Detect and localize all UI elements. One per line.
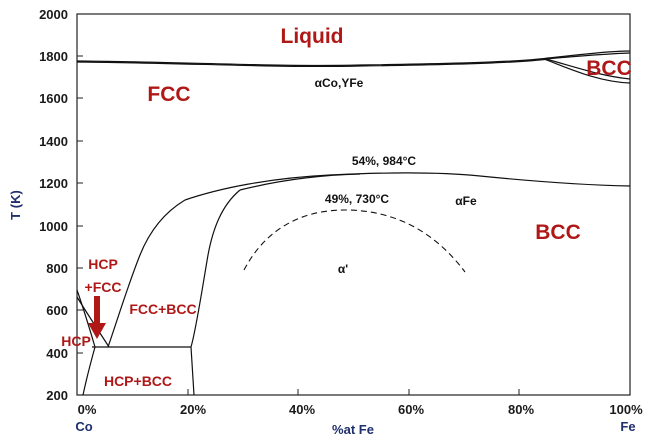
y-axis-title: T (K) — [8, 190, 23, 220]
y-tick-label: 1200 — [39, 176, 68, 191]
annotation-max-order: 54%, 984°C — [352, 154, 417, 168]
solidus-line — [76, 58, 549, 68]
x-tick-label: 40% — [289, 402, 315, 417]
y-tick-label: 1400 — [39, 134, 68, 149]
bcc-delta-inner — [545, 58, 631, 80]
annotation-ordering: 49%, 730°C — [325, 192, 390, 206]
bcc-delta-lower — [543, 58, 631, 84]
x-tick-label: 80% — [508, 402, 534, 417]
x-tick-marks — [187, 389, 520, 395]
label-hcp: HCP — [61, 333, 91, 349]
x-tick-label: 60% — [398, 402, 424, 417]
arrow-head-icon — [88, 323, 106, 339]
liquidus-line — [76, 50, 631, 67]
label-bcc-high: BCC — [586, 57, 632, 80]
label-hcp-fcc-top: HCP — [88, 256, 118, 272]
x-axis-title: %at Fe — [332, 422, 374, 437]
x-tick-label: 100% — [609, 402, 643, 417]
label-hcp-fcc-bottom: +FCC — [85, 279, 122, 295]
x-tick-label: 20% — [180, 402, 206, 417]
x-tick-label: 0% — [78, 402, 97, 417]
y-tick-label: 1000 — [39, 219, 68, 234]
label-gamma: αCo,ΥFe — [315, 76, 364, 90]
y-tick-label: 1800 — [39, 49, 68, 64]
label-fcc: FCC — [147, 83, 190, 106]
y-tick-label: 400 — [46, 346, 68, 361]
y-tick-label: 2000 — [39, 7, 68, 22]
label-liquid: Liquid — [281, 25, 344, 48]
ordering-dome — [243, 209, 466, 273]
fcc-bcc-boundary-upper — [239, 173, 361, 191]
fcc-bcc-right-boundary — [190, 189, 241, 396]
plot-frame — [76, 13, 631, 396]
label-bcc-low: BCC — [535, 221, 581, 244]
hcp-boundary-1 — [76, 289, 96, 348]
y-tick-marks — [77, 13, 83, 396]
y-tick-label: 200 — [46, 388, 68, 403]
label-hcp-bcc: HCP+BCC — [104, 373, 172, 389]
bcc-delta-upper — [543, 52, 631, 60]
label-fcc-bcc: FCC+BCC — [129, 301, 196, 317]
y-tick-label: 1600 — [39, 91, 68, 106]
label-alpha-fe: αFe — [455, 194, 477, 208]
fcc-bcc-left-boundary — [107, 199, 186, 348]
y-tick-label: 800 — [46, 261, 68, 276]
x-axis-left-element: Co — [75, 419, 92, 434]
fcc-bcc-boundary — [184, 172, 631, 201]
label-alpha-prime: α' — [338, 262, 348, 276]
hcp-boundary-3 — [82, 346, 96, 396]
y-tick-label: 600 — [46, 303, 68, 318]
x-axis-right-element: Fe — [620, 419, 635, 434]
